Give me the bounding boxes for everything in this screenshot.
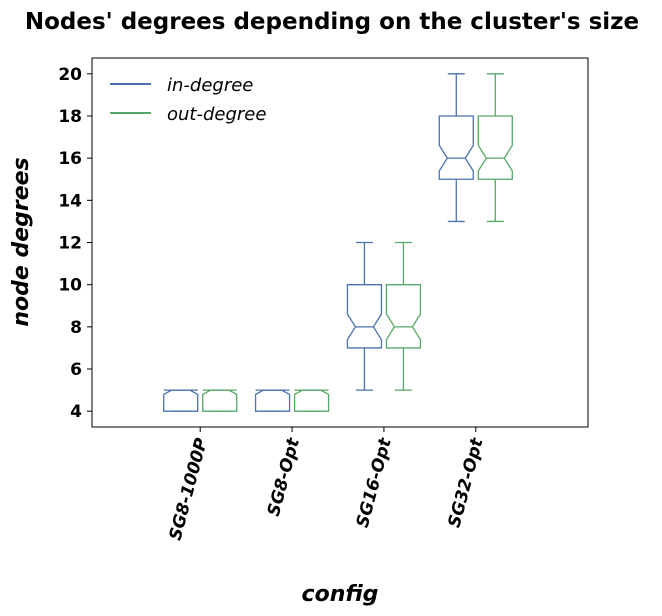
y-tick-label: 12 <box>58 234 82 254</box>
legend-label-out-degree: out-degree <box>167 104 266 125</box>
x-tick-label: SG8-1000P <box>166 436 213 543</box>
box-out-degree <box>293 389 330 412</box>
box-in-degree <box>438 115 474 180</box>
y-tick-label: 8 <box>70 318 82 338</box>
chart-title: Nodes' degrees depending on the cluster'… <box>25 9 639 35</box>
y-tick-label: 16 <box>58 149 82 169</box>
box-in-degree <box>346 284 383 349</box>
y-tick-label: 4 <box>70 402 82 422</box>
y-axis-label: node degrees <box>9 157 34 326</box>
x-axis-label: config <box>302 582 379 607</box>
x-tick-label: SG32-Opt <box>445 435 488 530</box>
y-tick-label: 18 <box>58 107 82 127</box>
box-out-degree <box>202 389 238 412</box>
plot-area: 4 6 8 10 12 14 16 18 20 SG8-1000P SG8-Opt SG16-Opt S… <box>58 57 589 543</box>
x-tick-label: SG16-Opt <box>353 435 396 530</box>
box-out-degree <box>385 284 422 349</box>
x-tick-label: SG8-Opt <box>264 435 304 518</box>
y-tick-label: 14 <box>58 191 82 211</box>
box-in-degree <box>163 389 199 412</box>
y-tick-label: 10 <box>58 276 82 296</box>
legend-label-in-degree: in-degree <box>167 75 253 96</box>
y-tick-label: 6 <box>70 360 82 380</box>
box-out-degree <box>477 115 513 180</box>
y-tick-label: 20 <box>58 65 82 85</box>
box-in-degree <box>254 389 291 412</box>
